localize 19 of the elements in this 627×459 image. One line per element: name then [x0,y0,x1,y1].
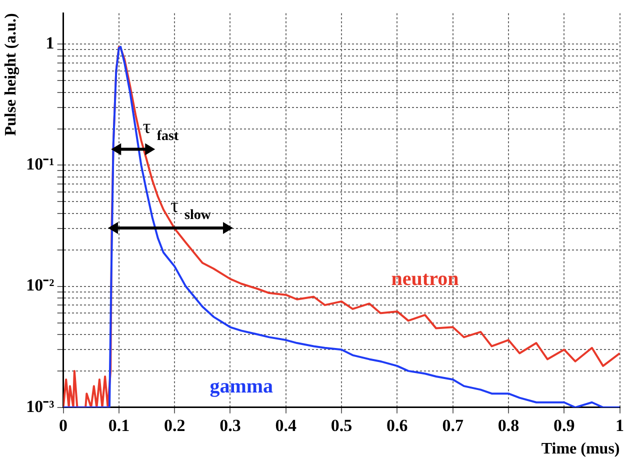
x-tick-label: 0.8 [498,416,520,435]
x-tick-label: 0.1 [108,416,130,435]
x-tick-label: 0 [59,416,68,435]
x-tick-label: 0.3 [220,416,241,435]
x-tick-label: 1 [616,416,624,435]
x-tick-label: 0.2 [164,416,186,435]
x-axis-title: Time (mus) [541,440,620,458]
y-tick-label: 10⁻¹ [26,154,54,174]
x-tick-label: 0.4 [275,416,298,435]
y-axis-title: Pulse height (a.u.) [2,13,20,136]
x-tick-label: 0.7 [442,416,464,435]
x-tick-label: 0.6 [386,416,408,435]
series-label: neutron [391,268,459,290]
series-label: gamma [210,376,274,398]
x-tick-label: 0.5 [330,416,352,435]
y-tick-label: 10⁻³ [26,396,54,416]
x-tick-label: 0.9 [553,416,575,435]
y-tick-label: 10⁻² [26,276,54,295]
y-tick-label: 1 [46,34,54,53]
